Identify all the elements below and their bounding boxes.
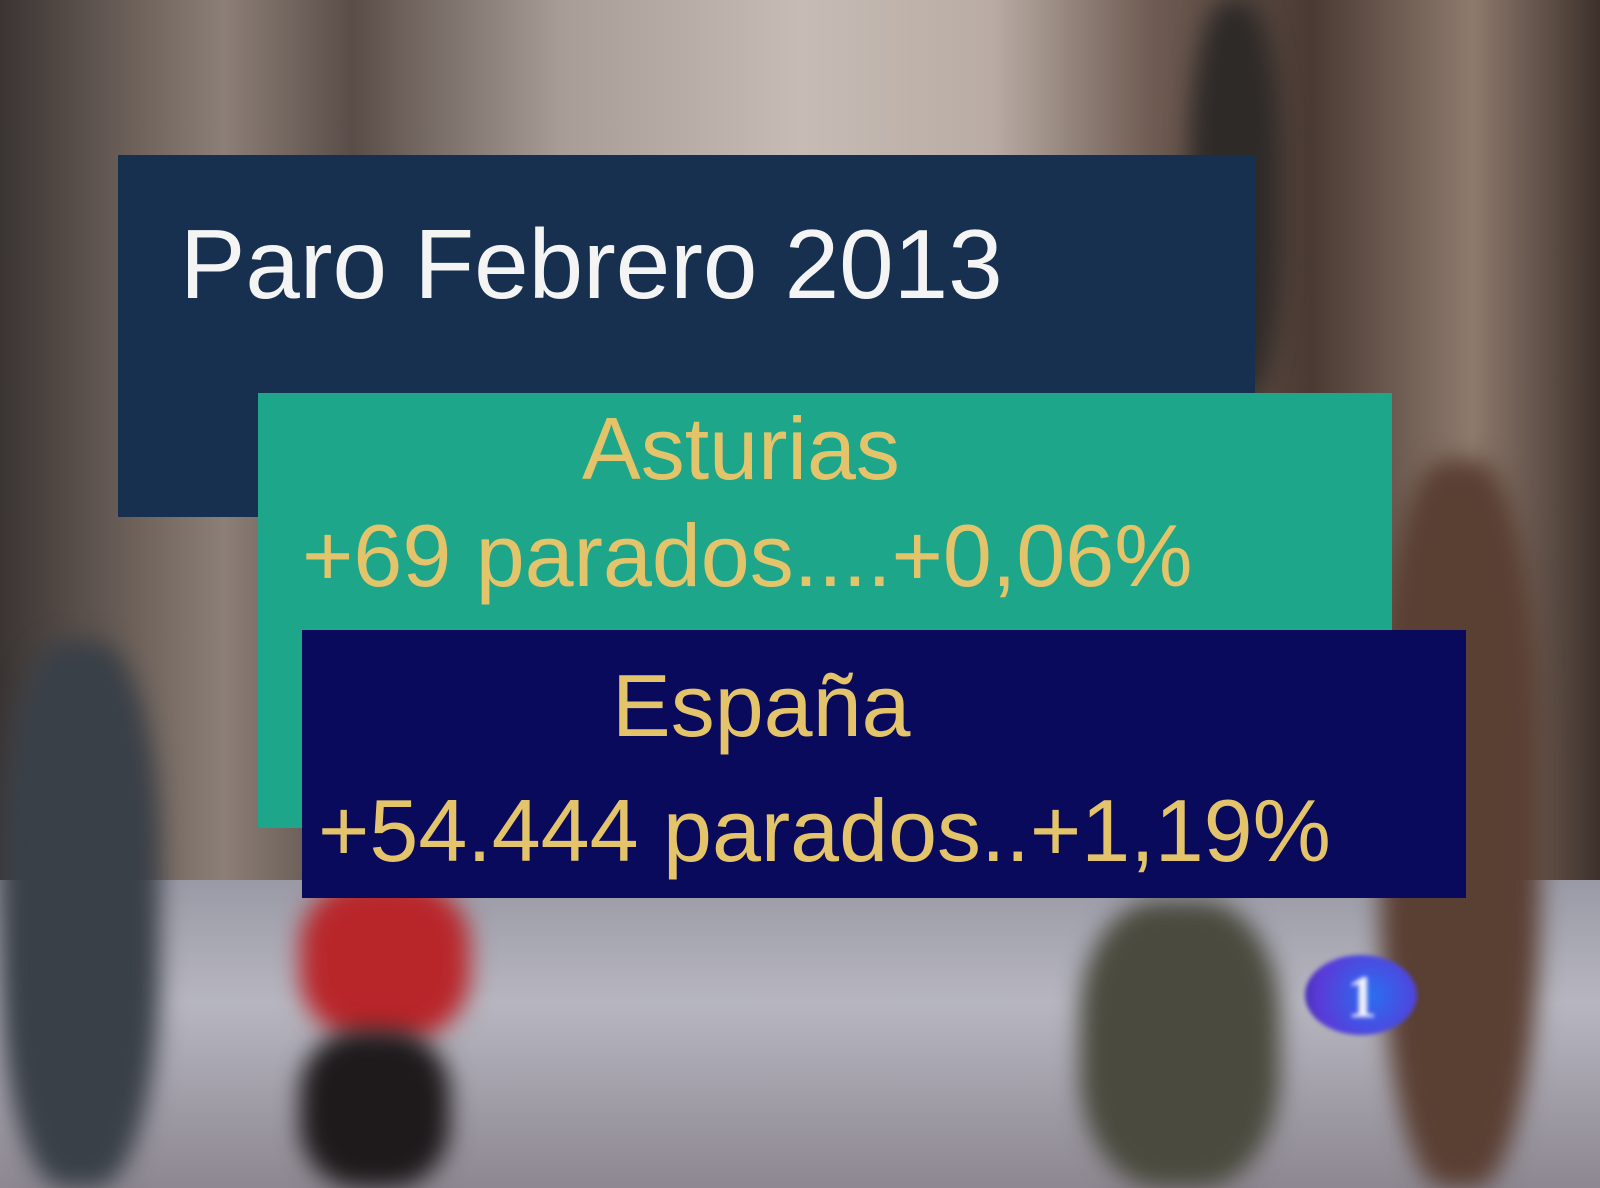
child-right: [1080, 900, 1280, 1188]
pedestrian-legs: [300, 1030, 450, 1188]
espana-stat: +54.444 parados..+1,19%: [318, 781, 1331, 880]
pedestrian-left: [0, 640, 160, 1188]
channel-number: 1: [1347, 964, 1377, 1030]
pedestrian-red-coat: [300, 880, 470, 1040]
espana-panel: [302, 630, 1466, 898]
espana-label: España: [612, 656, 911, 755]
asturias-stat: +69 parados....+0,06%: [302, 506, 1193, 605]
sidewalk: [0, 880, 1600, 1188]
tve-la1-logo-icon: 1: [1305, 955, 1417, 1035]
asturias-label: Asturias: [582, 399, 900, 498]
headline-title: Paro Febrero 2013: [180, 209, 1003, 319]
